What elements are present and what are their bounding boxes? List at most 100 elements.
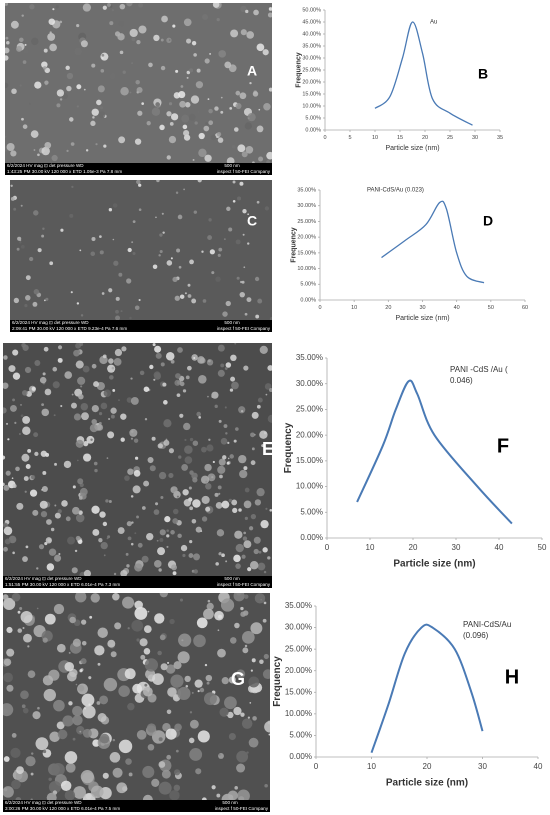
particle <box>235 543 244 553</box>
particle <box>147 610 150 613</box>
particle <box>131 62 134 65</box>
particle <box>240 611 246 617</box>
particle <box>243 594 249 599</box>
particle <box>45 297 49 301</box>
particle <box>42 637 48 643</box>
particle <box>73 413 82 421</box>
particle <box>158 781 172 795</box>
particle <box>34 360 41 366</box>
particle <box>243 365 249 371</box>
particle <box>244 122 252 130</box>
particle <box>82 3 92 12</box>
particle <box>197 730 210 743</box>
particle <box>249 560 259 570</box>
particle <box>220 437 228 445</box>
particle <box>234 530 243 539</box>
particle <box>113 357 122 366</box>
particle <box>134 600 143 610</box>
particle <box>59 20 63 24</box>
data-line <box>381 200 485 284</box>
particle <box>225 432 228 435</box>
info-line: 2:09:41 PM 30.00 kV 120 000 x ETD 9.23e-… <box>12 326 127 331</box>
particle <box>77 685 85 692</box>
particle <box>58 552 61 556</box>
particle <box>34 81 42 89</box>
x-tick-label: 40 <box>534 762 543 771</box>
particle <box>94 645 105 656</box>
particle <box>241 151 248 158</box>
particle <box>240 5 247 13</box>
particle <box>170 359 175 364</box>
particle <box>96 99 102 106</box>
particle <box>247 213 249 216</box>
particle <box>90 785 104 799</box>
particle <box>17 628 23 633</box>
particle <box>159 529 166 536</box>
particle <box>54 512 61 519</box>
y-tick-label: 30.00% <box>302 55 321 61</box>
particle <box>44 542 48 546</box>
particle <box>24 304 28 308</box>
panel-label: H <box>505 666 519 688</box>
particle <box>79 249 82 252</box>
particle <box>218 614 223 619</box>
particle <box>167 687 177 697</box>
particle <box>38 544 45 550</box>
particle <box>256 200 260 204</box>
particle <box>248 737 259 748</box>
x-tick-label: 20 <box>409 543 418 552</box>
particle <box>170 486 178 494</box>
particle <box>72 485 76 489</box>
particle <box>101 53 105 57</box>
particle <box>159 233 163 237</box>
particle <box>79 669 83 673</box>
particle <box>152 673 164 685</box>
particle <box>218 247 223 252</box>
particle <box>129 28 138 38</box>
particle <box>217 344 225 352</box>
particle <box>19 239 22 242</box>
particle <box>22 627 25 630</box>
particle <box>242 647 249 654</box>
particle <box>22 426 31 435</box>
particle <box>51 762 65 777</box>
particle <box>13 297 20 304</box>
particle <box>117 33 125 41</box>
particle <box>258 156 264 162</box>
particle <box>215 562 219 566</box>
y-tick-label: 10.00% <box>285 709 312 718</box>
particle <box>55 5 59 9</box>
x-tick-label: 60 <box>522 305 528 311</box>
particle <box>83 441 89 447</box>
particle <box>27 645 30 648</box>
particle <box>254 276 260 282</box>
particle <box>230 354 237 362</box>
particle <box>76 726 85 735</box>
particle <box>204 154 212 162</box>
particle <box>147 457 154 464</box>
particle <box>43 346 49 352</box>
particle <box>118 739 133 754</box>
particle <box>64 661 75 672</box>
particle <box>227 711 234 719</box>
particle <box>238 406 246 414</box>
x-tick-label: 0 <box>325 543 330 552</box>
particle <box>216 132 222 137</box>
particle <box>256 125 264 133</box>
particle <box>217 648 226 658</box>
particle <box>168 448 174 454</box>
particle <box>4 538 11 545</box>
particle <box>155 102 161 107</box>
particle <box>42 227 45 231</box>
particle <box>264 783 268 788</box>
particle <box>8 535 17 544</box>
particle <box>93 461 98 466</box>
particle <box>54 462 57 466</box>
particle <box>91 108 99 116</box>
particle <box>203 692 217 706</box>
x-tick-label: 50 <box>488 305 494 311</box>
particle <box>20 414 24 418</box>
particle <box>130 377 133 380</box>
particle <box>264 721 270 733</box>
particle <box>249 701 252 704</box>
